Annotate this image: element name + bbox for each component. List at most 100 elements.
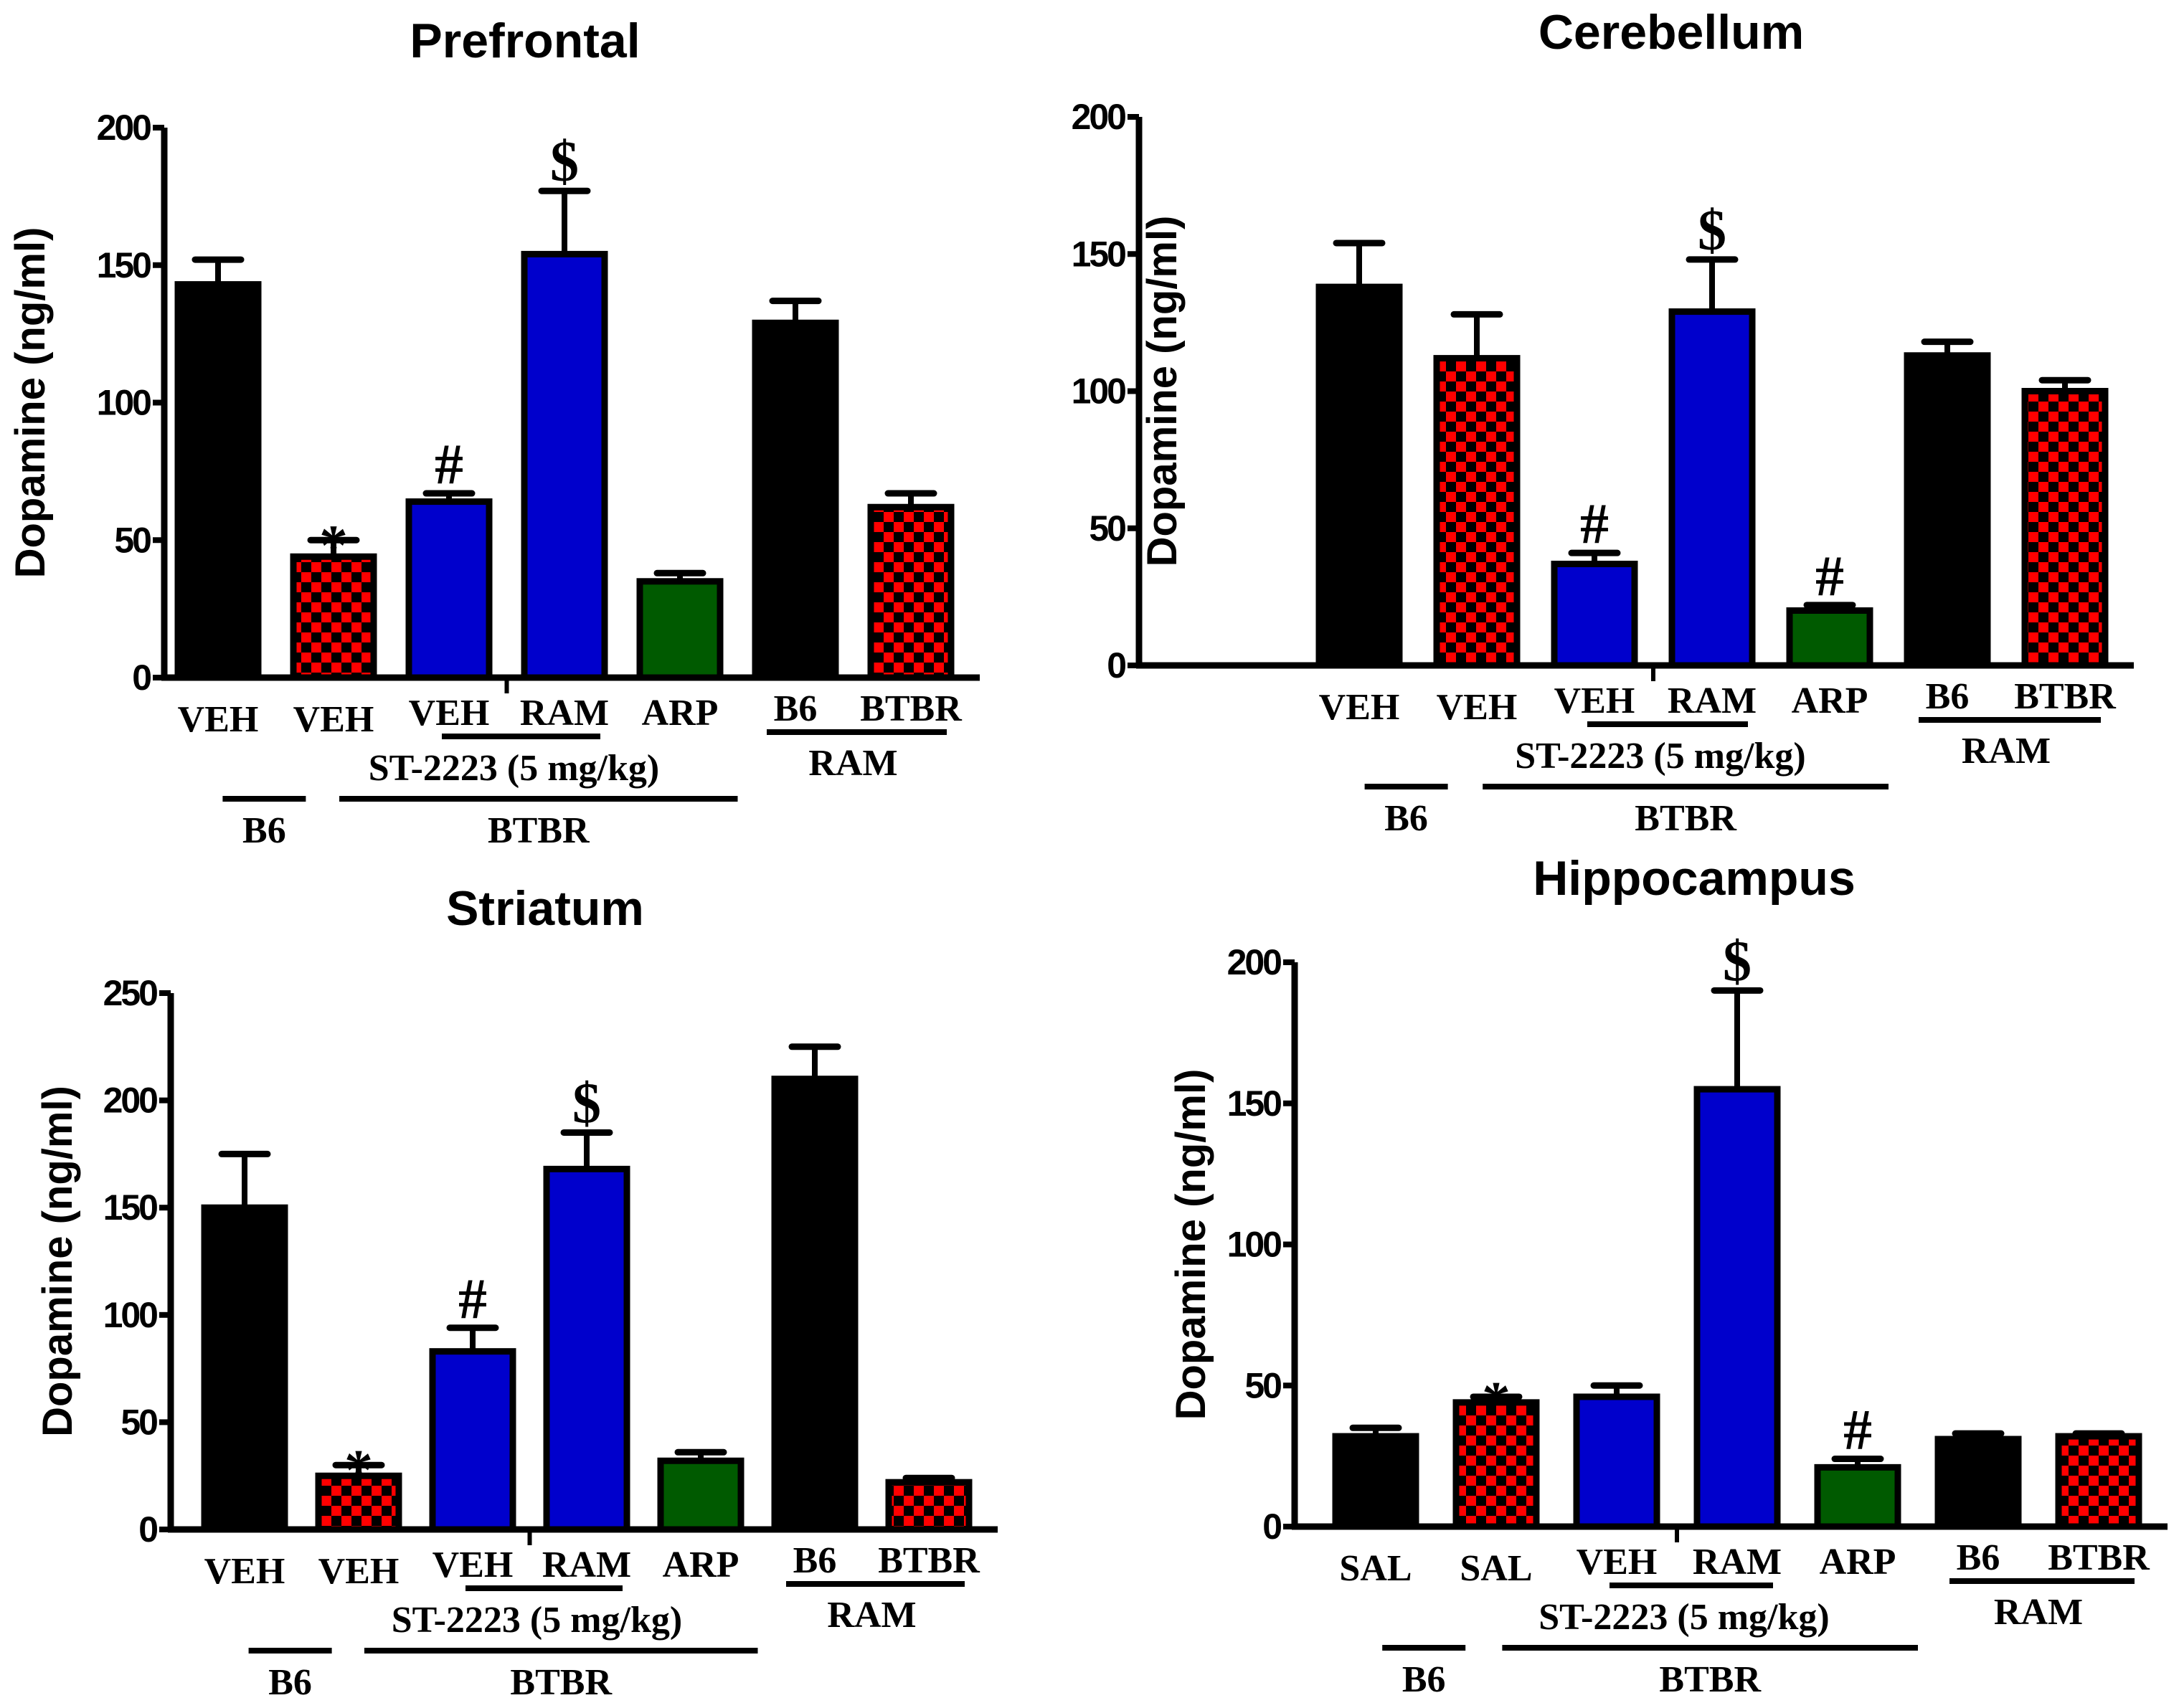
y-axis-label: Dopamine (ng/ml): [1139, 216, 1186, 567]
treatment-group-label: ST-2223 (5 mg/kg): [392, 1600, 682, 1641]
bar-ram: [543, 1165, 630, 1533]
bar-ram: [1668, 308, 1756, 669]
category-label: RAM: [520, 693, 609, 734]
ram-group-label: RAM: [1994, 1592, 2083, 1633]
y-tick-label: 200: [1227, 942, 1282, 982]
y-tick-label: 0: [132, 658, 151, 698]
category-label: B6: [1926, 676, 1970, 717]
category-label: RAM: [542, 1545, 631, 1585]
y-tick-label: 150: [1072, 234, 1126, 274]
bar-veh: [174, 281, 262, 681]
bar-btbr: [867, 503, 955, 681]
significance-marker: #: [1815, 545, 1844, 608]
bar-arp: [657, 1457, 745, 1533]
category-label: SAL: [1339, 1548, 1412, 1589]
category-label: VEH: [204, 1551, 285, 1592]
y-tick-label: 0: [1107, 645, 1125, 685]
category-label: SAL: [1460, 1548, 1532, 1589]
category-label: BTBR: [878, 1540, 980, 1581]
category-label: RAM: [1668, 680, 1757, 721]
treatment-group-label: ST-2223 (5 mg/kg): [1515, 736, 1805, 777]
bar-veh: [201, 1204, 288, 1533]
bar-b6: [752, 319, 839, 681]
category-label: ARP: [1820, 1542, 1896, 1583]
ram-group-label: RAM: [827, 1595, 916, 1636]
bar-b6: [1904, 352, 1991, 669]
category-label: VEH: [1554, 680, 1635, 721]
bar-btbr: [885, 1479, 973, 1533]
bar-veh: [405, 498, 493, 681]
category-label: BTBR: [2048, 1537, 2150, 1578]
chart-title: Striatum: [446, 881, 644, 936]
chart-panel-striatum: Striatum Dopamine (ng/ml) 0 50 100 150 200 250 *…: [34, 881, 998, 1703]
y-axis-label: Dopamine (ng/ml): [7, 227, 54, 579]
category-label: ARP: [1792, 680, 1868, 721]
category-label: B6: [1957, 1537, 2000, 1578]
bar-arp: [636, 578, 724, 681]
bar-sal: [1332, 1433, 1419, 1530]
category-label: ARP: [663, 1545, 739, 1585]
y-tick-label: 100: [103, 1295, 158, 1335]
y-tick-label: 250: [103, 973, 158, 1013]
category-label: VEH: [293, 699, 374, 740]
chart-panel-hippocampus: Hippocampus Dopamine (ng/ml) 0 50 100 150 200 *…: [1168, 851, 2168, 1700]
significance-marker: #: [1580, 493, 1609, 556]
bar-b6: [1934, 1436, 2022, 1530]
y-tick-label: 100: [97, 383, 151, 423]
ram-group-label: RAM: [808, 743, 897, 784]
category-label: VEH: [433, 1545, 514, 1585]
bar-b6: [771, 1076, 859, 1533]
bar-ram: [521, 250, 608, 681]
btbr-strain-label: BTBR: [510, 1662, 613, 1703]
bar-arp: [1814, 1463, 1901, 1530]
y-tick-label: 150: [1227, 1083, 1282, 1124]
chart-panel-prefrontal: Prefrontal Dopamine (ng/ml) 0 50 100 150 200 * #…: [7, 14, 980, 851]
y-axis-label: Dopamine (ng/ml): [1168, 1069, 1214, 1420]
category-label: VEH: [178, 699, 259, 740]
y-tick-label: 50: [114, 520, 151, 560]
category-label: VEH: [318, 1551, 400, 1592]
category-label: VEH: [1319, 687, 1400, 728]
significance-marker: #: [1843, 1399, 1872, 1462]
bar-btbr: [2055, 1433, 2142, 1530]
bar-ram: [1693, 1086, 1781, 1530]
b6-strain-label: B6: [1384, 798, 1428, 839]
y-tick-label: 200: [1072, 97, 1126, 137]
bar-arp: [1786, 607, 1873, 669]
category-label: VEH: [1577, 1542, 1658, 1583]
treatment-group-label: ST-2223 (5 mg/kg): [1538, 1597, 1829, 1638]
chart-title: Prefrontal: [410, 14, 640, 68]
bar-veh: [429, 1348, 516, 1533]
y-tick-label: 200: [103, 1081, 158, 1121]
category-label: BTBR: [860, 688, 963, 729]
category-label: VEH: [409, 693, 490, 734]
category-label: RAM: [1693, 1542, 1782, 1583]
y-tick-label: 0: [138, 1509, 157, 1550]
btbr-strain-label: BTBR: [1635, 798, 1737, 839]
category-label: BTBR: [2014, 676, 2117, 717]
y-tick-label: 150: [97, 245, 151, 285]
b6-strain-label: B6: [242, 810, 286, 851]
bar-veh: [1315, 283, 1403, 669]
chart-title: Hippocampus: [1533, 851, 1856, 906]
bar-sal: [1452, 1399, 1540, 1530]
y-tick-label: 150: [103, 1187, 158, 1228]
bar-veh: [315, 1472, 402, 1533]
bar-btbr: [2021, 388, 2109, 669]
y-axis-label: Dopamine (ng/ml): [34, 1086, 81, 1437]
b6-strain-label: B6: [1402, 1659, 1446, 1700]
significance-marker: $: [1723, 930, 1752, 993]
y-tick-label: 50: [1089, 508, 1125, 549]
significance-marker: *: [1482, 1371, 1511, 1434]
significance-marker: $: [550, 131, 579, 194]
bar-veh: [290, 553, 377, 681]
bar-veh: [1551, 560, 1638, 669]
category-label: B6: [793, 1540, 837, 1581]
b6-strain-label: B6: [268, 1662, 312, 1703]
category-label: B6: [774, 688, 818, 729]
y-tick-label: 100: [1072, 371, 1126, 412]
y-tick-label: 50: [1244, 1365, 1281, 1405]
significance-marker: #: [435, 433, 463, 496]
